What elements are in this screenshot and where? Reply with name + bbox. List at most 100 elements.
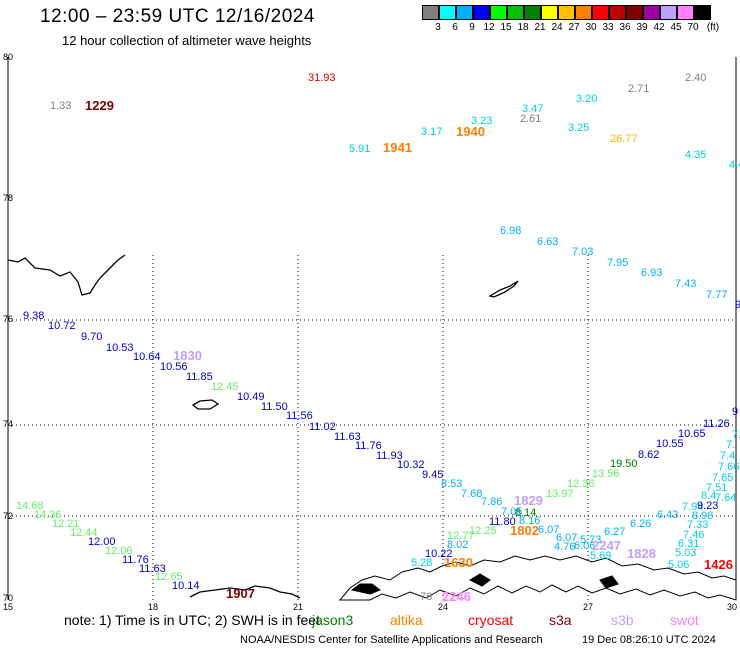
scale-swatch — [422, 5, 439, 20]
wave-height-value: 10.72 — [48, 320, 76, 332]
coastline-mainland — [338, 555, 737, 601]
scale-label: 3 — [435, 22, 441, 33]
wave-height-value: 19.50 — [610, 458, 638, 470]
pass-time-label: 1829 — [514, 493, 543, 508]
wave-height-value: 7.68 — [461, 488, 482, 500]
wave-height-value: 9.38 — [23, 310, 44, 322]
wave-height-value: 6.63 — [537, 236, 558, 248]
wave-height-value: 11.50 — [261, 401, 288, 413]
latitude-label: 70 — [3, 593, 13, 603]
latitude-label: 74 — [3, 419, 13, 429]
wave-height-value: 10.49 — [237, 391, 265, 403]
wave-height-value: 3.23 — [471, 115, 492, 127]
scale-swatch — [558, 5, 575, 20]
wave-height-value: 10.55 — [656, 438, 684, 450]
scale-swatch — [490, 5, 507, 20]
wave-height-value: 9.45 — [422, 469, 443, 481]
wave-height-value: 8.02 — [447, 539, 468, 551]
longitude-label: 21 — [293, 602, 303, 612]
wave-height-value: 10.14 — [172, 580, 200, 592]
wave-height-value: 9.70 — [81, 331, 102, 343]
wave-height-value: 2.40 — [685, 72, 706, 84]
scale-label: 12 — [483, 22, 495, 33]
satellite-name: s3b — [611, 612, 634, 628]
scale-unit: (ft) — [706, 22, 720, 33]
wave-height-value: 8.98 — [692, 510, 713, 522]
wave-height-value: 4.76 — [554, 541, 575, 553]
wave-height-value: 6.26 — [630, 518, 651, 530]
wave-height-value: 7.94 — [682, 501, 703, 513]
wave-height-value: 10.22 — [425, 548, 453, 560]
wave-height-value: 7.4 — [720, 450, 735, 462]
wave-height-value: 12.45 — [211, 381, 239, 393]
wave-height-value: 3.17 — [421, 126, 442, 138]
wave-height-value: 3.20 — [576, 93, 597, 105]
wave-height-value: 7.05 — [501, 506, 522, 518]
scale-swatch — [456, 5, 473, 20]
scale-swatch — [677, 5, 694, 20]
pass-time-label: 2246 — [442, 589, 471, 604]
scale-label: 45 — [670, 22, 682, 33]
satellite-name: jason3 — [312, 612, 354, 628]
scale-label: 24 — [551, 22, 563, 33]
pass-time-label: 1229 — [85, 98, 114, 113]
wave-height-value: 11.63 — [334, 431, 361, 443]
wave-height-value: 12.00 — [88, 536, 116, 548]
pass-time-label: 1426 — [704, 557, 733, 572]
satellite-name: cryosat — [468, 612, 514, 628]
wave-height-value: 9 — [735, 299, 740, 311]
scale-label: 18 — [517, 22, 529, 33]
wave-height-value: 14.36 — [34, 509, 62, 521]
wave-height-value: 8.4 — [701, 490, 716, 502]
scale-label: 36 — [619, 22, 631, 33]
wave-height-value: 6.27 — [604, 526, 625, 538]
wave-height-value: 7.33 — [687, 519, 708, 531]
wave-height-value: 8.14 — [515, 507, 536, 519]
longitude-label: 27 — [583, 602, 593, 612]
scale-swatch — [439, 5, 456, 20]
wave-height-value: 4.4 — [729, 159, 740, 171]
scale-label: 21 — [534, 22, 546, 33]
wave-height-value: 11.76 — [122, 554, 149, 566]
wave-height-value: 7.46 — [683, 529, 704, 541]
wave-height-value: 11.56 — [286, 410, 313, 422]
latitude-label: 80 — [3, 52, 13, 62]
graticule — [8, 255, 736, 600]
satellite-name: swot — [670, 612, 699, 628]
wave-height-value: 12.65 — [155, 571, 183, 583]
longitude-labels: 15 18 21 24 27 30 — [3, 602, 737, 612]
wave-height-value: 7.43 — [675, 278, 696, 290]
wave-height-value: 11.26 — [703, 418, 730, 430]
wave-height-value: 3.47 — [522, 103, 543, 115]
wave-height-value: 11.93 — [376, 450, 403, 462]
wave-height-value: 6.31 — [678, 538, 699, 550]
wave-height-value: 10.56 — [160, 361, 188, 373]
wave-height-value: 7.66 — [718, 461, 739, 473]
wave-height-value: 7.64 — [715, 492, 736, 504]
wave-height-value: 12.25 — [469, 525, 497, 537]
pass-time-label: 1941 — [383, 140, 412, 155]
wave-height-value: 12.06 — [105, 545, 133, 557]
wave-height-value: 10.65 — [678, 428, 706, 440]
credit-line: NOAA/NESDIS Center for Satellite Applica… — [240, 634, 543, 646]
scale-label: 27 — [568, 22, 580, 33]
latitude-label: 76 — [3, 314, 13, 324]
pass-time-label: 1630 — [444, 555, 473, 570]
coastlines — [7, 254, 519, 599]
generated-timestamp: 19 Dec 08:26:10 UTC 2024 — [582, 634, 716, 646]
wave-height-value: 11.63 — [139, 563, 166, 575]
wave-height-value: 7.86 — [481, 496, 502, 508]
wave-height-value: 8.16 — [519, 515, 540, 527]
wave-height-value: 13.97 — [546, 488, 574, 500]
wave-height-value: 12.77 — [447, 530, 475, 542]
wave-height-value: 11.80 — [489, 516, 516, 528]
wave-height-value: 13.56 — [592, 468, 620, 480]
pass-time-label: 2247 — [592, 538, 621, 553]
wave-height-value: 11.76 — [355, 440, 382, 452]
wave-height-value: 6.93 — [641, 267, 662, 279]
footnote: note: 1) Time is in UTC; 2) SWH is in fe… — [64, 612, 320, 628]
wave-height-value: 5.69 — [590, 550, 611, 562]
wave-height-value: 2.61 — [520, 113, 541, 125]
scale-swatch — [660, 5, 677, 20]
